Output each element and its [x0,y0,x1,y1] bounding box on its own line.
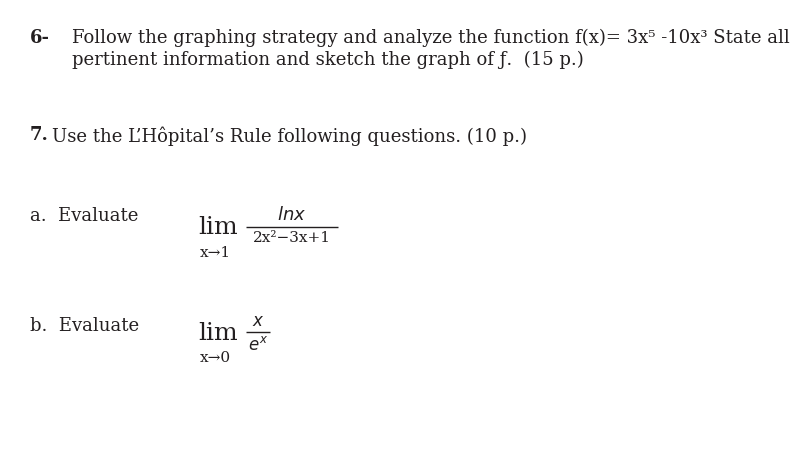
Text: b.  Evaluate: b. Evaluate [30,316,139,334]
Text: x→0: x→0 [200,350,231,364]
Text: lim: lim [198,321,237,344]
Text: Use the L’Hôpital’s Rule following questions. (10 p.): Use the L’Hôpital’s Rule following quest… [52,126,527,145]
Text: 7.: 7. [30,126,49,144]
Text: $\mathit{x}$: $\mathit{x}$ [252,313,264,329]
Text: lim: lim [198,216,237,239]
Text: 6-: 6- [30,29,50,47]
Text: Follow the graphing strategy and analyze the function f(x)= 3x⁵ -10x³ State all : Follow the graphing strategy and analyze… [72,29,794,47]
Text: $e^{x}$: $e^{x}$ [248,335,268,353]
Text: x→1: x→1 [200,245,231,259]
Text: $\mathit{lnx}$: $\mathit{lnx}$ [277,206,306,224]
Text: a.  Evaluate: a. Evaluate [30,206,138,225]
Text: pertinent information and sketch the graph of ƒ.  (15 p.): pertinent information and sketch the gra… [72,51,584,69]
Text: 2x²−3x+1: 2x²−3x+1 [253,231,331,244]
